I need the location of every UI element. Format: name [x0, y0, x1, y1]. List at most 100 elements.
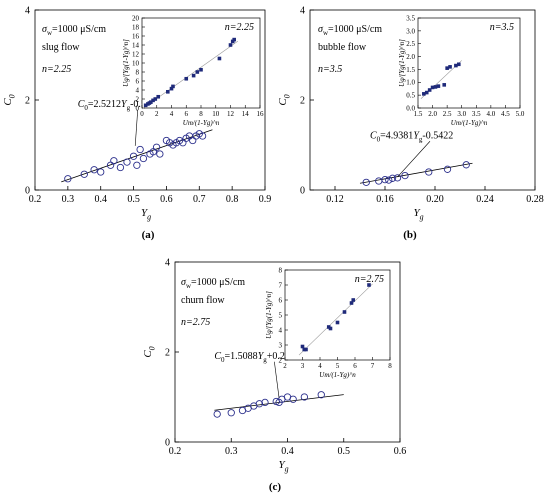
inset-plot: 1.5 2.0 2.5 3.0 3.5 4.0 4.5 5.0 0.0 0.5 1.0 1.5 2.0 2… [398, 14, 525, 127]
inset-y-tick-label: 12 [132, 50, 140, 58]
inset-x-tick-label: 3.0 [457, 110, 466, 118]
inset-data-point [199, 67, 203, 72]
inset-y-axis-label: Ug/[Yg(1-Yg)^n] [265, 291, 273, 339]
fit-line [359, 162, 473, 184]
inset-y-tick-label: 0.0 [406, 104, 415, 112]
inset-y-tick-label: 14 [132, 41, 140, 49]
inset-x-tick-label: 3.5 [472, 110, 481, 118]
sigma-symbol: σ [42, 24, 48, 35]
inset-y-tick-label: 6 [136, 77, 140, 85]
inset-data-point [351, 298, 356, 302]
x-tick-label: 0.24 [476, 194, 494, 205]
y-axis-label-main: C [277, 98, 289, 106]
y-tick-label: 2 [300, 96, 305, 107]
inset-data-point [342, 310, 347, 314]
inset-x-tick-label: 14 [242, 110, 250, 118]
inset-x-tick-label: 2 [155, 110, 159, 118]
inset-data-point [328, 326, 333, 331]
inset-y-tick-label: 3.0 [406, 27, 415, 35]
data-point [393, 174, 402, 182]
equation-part: 0 [221, 356, 225, 364]
data-point [255, 400, 264, 408]
sigma-symbol: σ [181, 277, 187, 288]
inset-frame [417, 17, 521, 109]
inset-y-tick-label: 8 [136, 68, 140, 76]
data-point [375, 177, 383, 185]
inset-y-tick-label: 2.0 [406, 53, 415, 61]
n-exponent-label: n=2.75 [181, 317, 210, 328]
x-tick-label: 0.4 [281, 446, 294, 457]
x-axis-label-sub: g [285, 464, 289, 473]
inset-data-point [448, 65, 452, 69]
inset-n-label: n=2.75 [355, 274, 384, 285]
y-axis-label: C0 [142, 346, 156, 357]
inset-x-tick-label: 3 [301, 362, 305, 370]
inset-x-tick-label: 2 [283, 362, 287, 370]
equation-pointer [274, 361, 280, 398]
equation-part: =4.9381 [380, 130, 413, 141]
x-tick-label: 0.2 [169, 446, 182, 457]
flow-regime-label: slug flow [42, 42, 80, 53]
inset-data-point [171, 84, 175, 89]
inset-data-point [151, 98, 155, 103]
inset-data-point [300, 344, 305, 349]
inset-y-tick-label: 8 [279, 266, 283, 274]
inset-x-axis-label: Um/(1-Yg)^n [319, 371, 356, 379]
data-point [139, 154, 148, 163]
inset-x-tick-label: 6 [185, 110, 189, 118]
inset-x-tick-label: 10 [212, 110, 220, 118]
flow-regime-label: bubble flow [318, 42, 367, 53]
data-point [381, 175, 389, 184]
equation-part: 0 [84, 104, 88, 112]
fit-equation: C0=1.5088Yg+0.2976 [214, 351, 300, 364]
inset-data-point [335, 320, 340, 325]
inset-data-point [422, 92, 426, 96]
y-tick-label: 0 [165, 438, 170, 449]
x-axis-label: Yg [278, 459, 288, 473]
y-tick-label: 4 [25, 6, 30, 17]
equation-part: g [263, 356, 267, 364]
panel-label-c: (c) [269, 481, 282, 493]
inset-y-axis-label: Ug/[Yg(1-Yg)^n] [122, 39, 130, 87]
data-point [156, 150, 164, 158]
inset-y-tick-label: 6 [279, 296, 283, 304]
data-point [90, 166, 98, 174]
inset-n-label: n=3.5 [490, 22, 514, 33]
inset-x-tick-label: 4.0 [486, 110, 495, 118]
data-point [189, 136, 197, 145]
x-tick-label: 0.2 [29, 194, 42, 205]
y-axis-label-sub: 0 [147, 346, 156, 350]
inset-y-tick-label: 1.0 [406, 79, 415, 87]
y-tick-label: 0 [300, 186, 305, 197]
inset-data-point [156, 94, 161, 99]
x-axis-label: Yg [141, 207, 151, 221]
inset-x-tick-label: 4.5 [501, 110, 510, 118]
inset-data-point [424, 90, 429, 95]
inset-x-tick-label: 16 [257, 110, 265, 118]
data-point [129, 152, 138, 160]
data-point [388, 174, 397, 182]
data-point [97, 168, 105, 176]
x-axis-label-main: Y [278, 459, 286, 471]
data-point [133, 161, 141, 169]
x-tick-label: 0.6 [394, 446, 407, 457]
data-point [317, 391, 325, 399]
data-point [261, 398, 269, 407]
sigma-value: =1000 μS/cm [52, 24, 106, 35]
inset-y-tick-label: 20 [132, 14, 140, 22]
equation-part: g [127, 104, 131, 112]
equation-pointer [397, 141, 431, 178]
data-point [401, 171, 409, 180]
data-point [110, 157, 118, 165]
inset-x-axis-label: Um/(1-Yg)^n [183, 119, 220, 127]
inset-y-tick-label: 2 [136, 95, 140, 103]
data-point [425, 168, 433, 176]
inset-data-point [195, 70, 200, 74]
equation-part: Y [413, 130, 420, 141]
inset-y-tick-label: 4 [279, 326, 283, 334]
equation-part: g [419, 135, 423, 143]
sigma-label: σw=1000 μS/cm [42, 24, 106, 37]
